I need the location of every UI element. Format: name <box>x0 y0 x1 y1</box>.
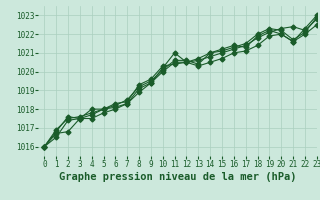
X-axis label: Graphe pression niveau de la mer (hPa): Graphe pression niveau de la mer (hPa) <box>59 172 296 182</box>
